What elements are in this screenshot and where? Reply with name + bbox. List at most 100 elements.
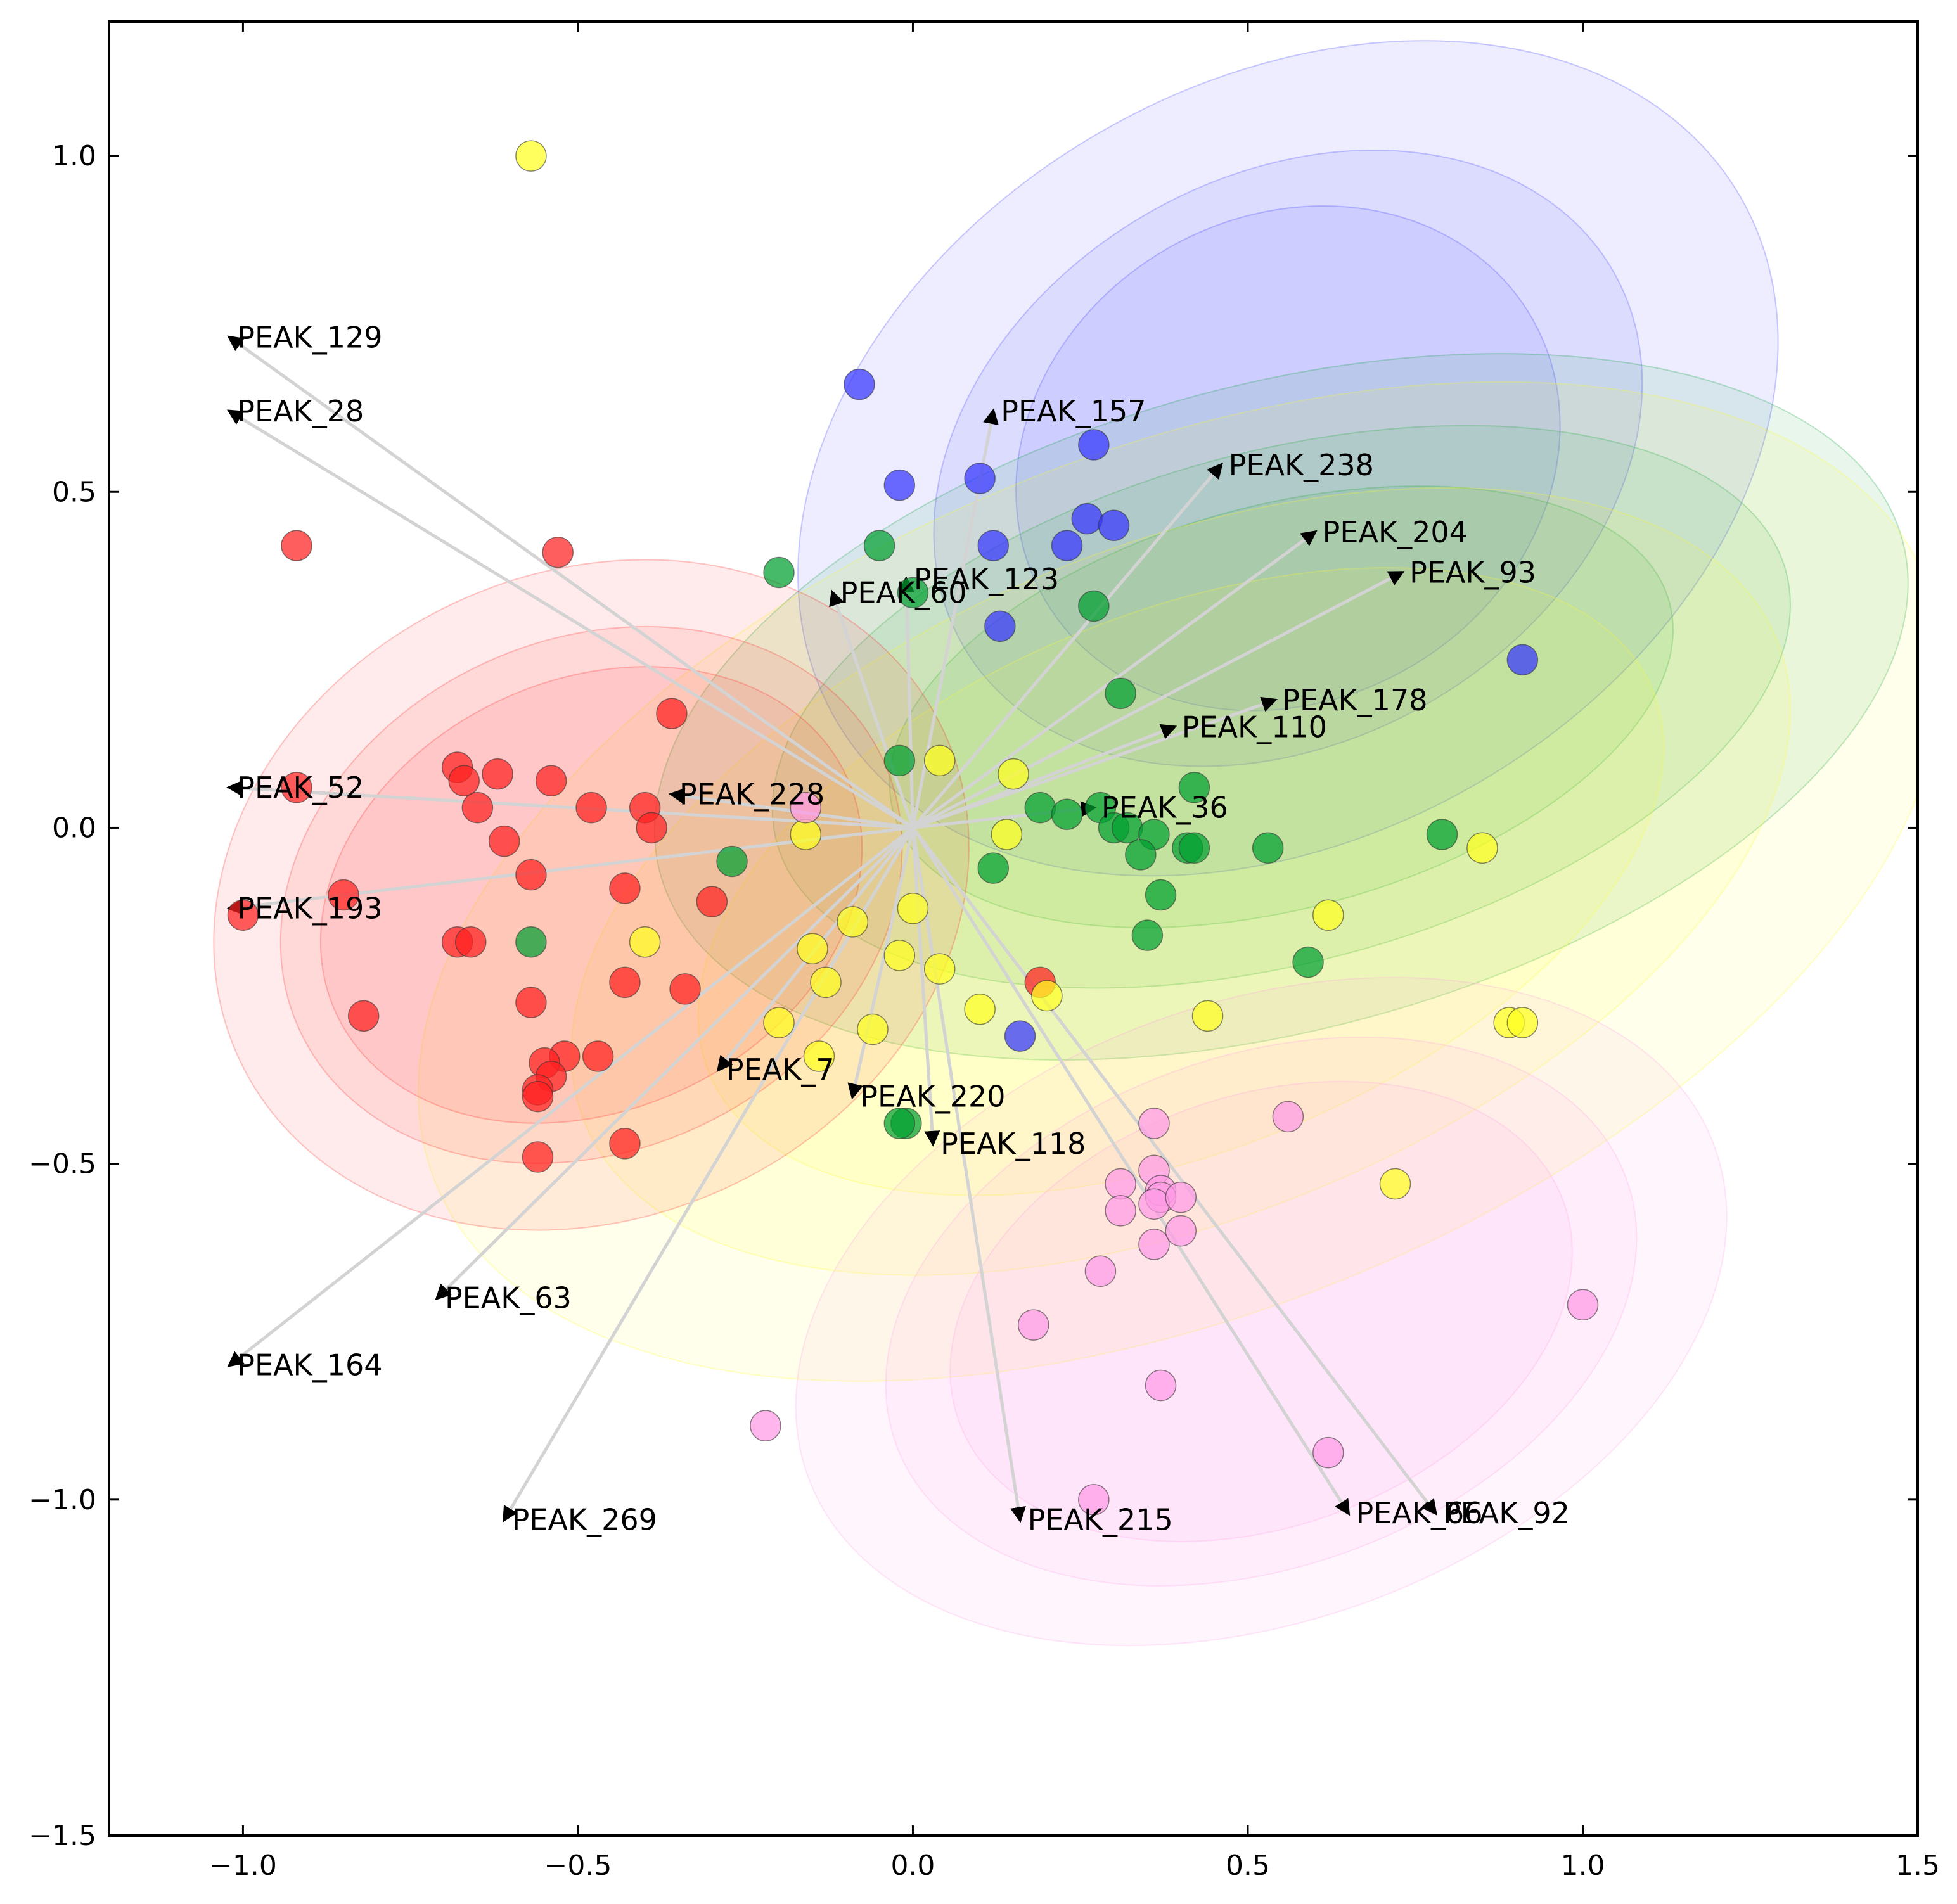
point-green-5 xyxy=(1105,677,1136,710)
x-tick-label: −0.5 xyxy=(544,1850,612,1882)
point-pink-1 xyxy=(790,791,822,824)
point-green-18 xyxy=(1125,839,1157,871)
point-blue-9 xyxy=(984,610,1016,642)
point-pink-10 xyxy=(1105,1195,1136,1227)
point-yellow-17 xyxy=(857,1013,889,1045)
point-red-15 xyxy=(609,872,641,904)
point-yellow-3 xyxy=(998,758,1029,790)
point-green-2 xyxy=(763,556,795,589)
vector-label-peak-93: PEAK_93 xyxy=(1409,556,1536,590)
point-yellow-16 xyxy=(763,1007,795,1038)
point-red-30 xyxy=(522,1080,554,1113)
point-blue-6 xyxy=(1098,509,1130,542)
point-blue-3 xyxy=(883,469,916,501)
point-green-26 xyxy=(883,1108,916,1139)
point-yellow-4 xyxy=(790,819,822,850)
vector-label-peak-238: PEAK_238 xyxy=(1229,448,1374,482)
point-green-23 xyxy=(515,926,547,958)
point-blue-1 xyxy=(844,368,875,400)
vector-label-peak-123: PEAK_123 xyxy=(914,562,1059,596)
vector-peak-60 xyxy=(829,589,914,829)
point-red-7 xyxy=(535,765,567,796)
vector-label-peak-36: PEAK_36 xyxy=(1101,791,1228,825)
vector-label-peak-60: PEAK_60 xyxy=(840,575,967,610)
point-yellow-10 xyxy=(883,940,916,971)
y-axis: −1.5 −1.0 −0.5 0.0 0.5 1.0 xyxy=(29,140,1918,1852)
point-red-24 xyxy=(347,1000,380,1032)
point-red-5 xyxy=(448,765,480,796)
point-yellow-9 xyxy=(797,933,828,965)
y-tick-label: −0.5 xyxy=(29,1148,96,1180)
ellipse-pink-1 xyxy=(795,976,1728,1647)
ellipse-blue-2 xyxy=(933,150,1643,767)
point-red-2 xyxy=(542,536,574,568)
x-tick-label: 1.5 xyxy=(1896,1850,1940,1882)
point-yellow-13 xyxy=(964,993,996,1025)
vector-label-peak-66: PEAK_66 xyxy=(1356,1496,1483,1530)
vector-label-peak-52: PEAK_52 xyxy=(237,770,364,805)
point-green-9 xyxy=(1051,798,1083,830)
vector-peak-92 xyxy=(911,826,1437,1516)
point-yellow-6 xyxy=(897,892,929,924)
y-tick-label: 0.5 xyxy=(52,476,96,508)
vector-peak-215 xyxy=(911,827,1026,1523)
x-tick-label: −1.0 xyxy=(209,1850,277,1882)
point-yellow-23 xyxy=(1379,1168,1411,1200)
point-green-21 xyxy=(1145,879,1177,911)
ellipse-yellow-1 xyxy=(418,381,1918,1382)
point-yellow-11 xyxy=(923,953,956,985)
vector-peak-238 xyxy=(911,463,1223,829)
point-yellow-2 xyxy=(923,744,956,777)
vector-peak-110 xyxy=(912,724,1177,829)
x-tick-label: 0.5 xyxy=(1226,1850,1270,1882)
vector-label-peak-92: PEAK_92 xyxy=(1443,1496,1570,1530)
point-yellow-1 xyxy=(515,140,547,172)
x-tick-label: 1.0 xyxy=(1560,1850,1605,1882)
vector-label-peak-178: PEAK_178 xyxy=(1282,683,1427,717)
point-green-16 xyxy=(1252,832,1284,864)
point-red-20 xyxy=(455,926,487,958)
point-pink-16 xyxy=(1145,1369,1177,1402)
vector-peak-93 xyxy=(912,571,1405,829)
x-tick-label: 0.0 xyxy=(890,1850,935,1882)
point-red-13 xyxy=(488,825,520,857)
ellipse-blue-3 xyxy=(1015,205,1561,712)
vector-label-peak-28: PEAK_28 xyxy=(237,394,364,428)
point-red-18 xyxy=(227,899,259,931)
ellipse-pink-3 xyxy=(949,1080,1573,1542)
point-green-22 xyxy=(1131,919,1164,951)
point-pink-2 xyxy=(1138,1108,1170,1139)
point-red-10 xyxy=(575,791,607,824)
vector-peak-63 xyxy=(435,826,914,1301)
vector-peak-164 xyxy=(227,826,914,1367)
point-green-4 xyxy=(1078,590,1110,622)
point-green-20 xyxy=(716,845,748,878)
point-yellow-15 xyxy=(1191,1000,1224,1032)
point-pink-8 xyxy=(1138,1188,1170,1220)
point-blue-7 xyxy=(977,530,1010,561)
point-red-23 xyxy=(515,987,547,1018)
vector-label-peak-204: PEAK_204 xyxy=(1323,515,1468,549)
point-yellow-8 xyxy=(629,926,661,958)
ellipse-yellow-2 xyxy=(570,487,1791,1276)
vector-label-peak-164: PEAK_164 xyxy=(237,1348,382,1383)
vector-label-peak-220: PEAK_220 xyxy=(860,1080,1005,1114)
point-blue-4 xyxy=(964,463,996,494)
point-pink-13 xyxy=(1084,1255,1117,1287)
point-pink-4 xyxy=(1105,1168,1136,1200)
point-green-6 xyxy=(883,744,916,777)
point-pink-15 xyxy=(1567,1289,1599,1321)
point-green-8 xyxy=(1024,791,1056,824)
point-green-3 xyxy=(897,577,929,609)
point-red-26 xyxy=(582,1040,614,1072)
vector-label-peak-7: PEAK_7 xyxy=(726,1052,835,1087)
point-red-32 xyxy=(522,1141,554,1173)
ellipse-red-2 xyxy=(279,625,903,1164)
point-red-1 xyxy=(281,530,312,561)
vector-peak-28 xyxy=(226,409,914,829)
point-green-19 xyxy=(977,852,1010,884)
vector-peak-123 xyxy=(898,576,914,828)
ellipse-red-1 xyxy=(213,559,970,1231)
